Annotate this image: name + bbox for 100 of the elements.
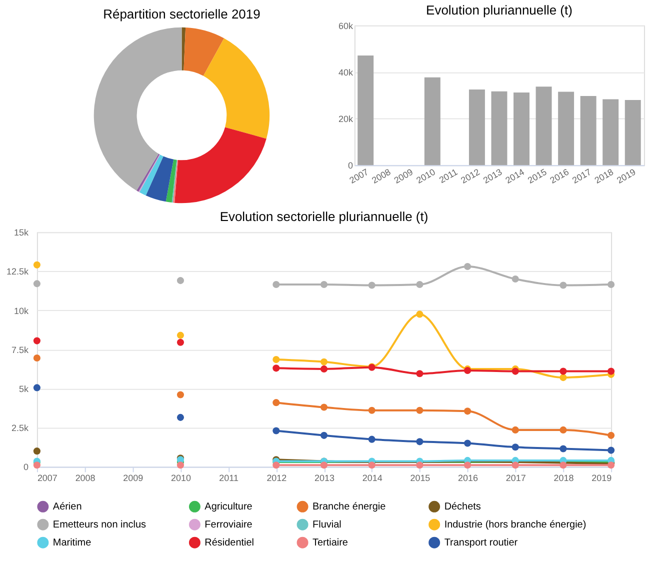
point	[272, 356, 280, 364]
point	[33, 354, 40, 362]
point	[512, 368, 519, 375]
donut-slice	[182, 27, 186, 70]
x-tick-label: 2016	[548, 166, 571, 186]
legend-label: Emetteurs non inclus	[52, 520, 146, 531]
y-tick-label: 40k	[338, 67, 354, 78]
y-tick-label: 5k	[18, 384, 29, 394]
bar	[491, 91, 508, 166]
x-tick-label: 2018	[554, 473, 574, 484]
x-tick-label: 2013	[481, 166, 504, 186]
legend-label: Transport routier	[444, 538, 518, 549]
legend-label: Maritime	[52, 538, 92, 549]
point	[272, 399, 280, 406]
point	[368, 462, 376, 469]
y-tick-label: 15k	[14, 228, 29, 238]
x-tick-label: 2011	[219, 473, 238, 484]
x-tick-label: 2011	[437, 166, 460, 186]
legend-label: Industrie (hors branche énergie)	[444, 520, 586, 531]
point	[416, 280, 424, 288]
point	[176, 338, 184, 346]
x-tick-label: 2008	[370, 166, 392, 186]
point	[608, 446, 615, 454]
bar	[424, 77, 440, 166]
legend-label: Ferroviaire	[204, 520, 253, 531]
bar	[536, 86, 552, 166]
point	[320, 404, 328, 411]
x-tick-label: 2014	[504, 166, 526, 186]
x-tick-label: 2018	[592, 166, 616, 186]
point	[320, 358, 328, 366]
bar	[624, 100, 641, 166]
x-tick-label: 2017	[570, 166, 593, 186]
legend-label: Déchets	[444, 502, 481, 513]
point	[33, 261, 40, 268]
point	[608, 432, 615, 439]
point	[560, 282, 567, 289]
x-tick-label: 2015	[410, 473, 430, 484]
y-tick-label: 12.5k	[6, 266, 29, 277]
point	[272, 280, 280, 288]
legend-label: Résidentiel	[204, 538, 254, 549]
point	[416, 438, 424, 446]
point	[512, 275, 519, 283]
point	[176, 277, 184, 284]
point	[33, 448, 40, 455]
chart-title: Evolution sectorielle pluriannuelle (t)	[220, 209, 428, 224]
x-tick-label: 2015	[526, 166, 548, 186]
chart-title: Répartition sectorielle 2019	[103, 6, 260, 22]
y-tick-label: 7.5k	[12, 344, 29, 355]
point	[320, 280, 328, 288]
point	[608, 280, 615, 288]
point	[416, 462, 424, 469]
point	[368, 282, 376, 289]
point	[320, 462, 328, 469]
point	[464, 262, 472, 270]
point	[560, 374, 567, 382]
x-tick-label: 2014	[362, 473, 382, 484]
bar	[358, 55, 374, 166]
point	[416, 310, 424, 318]
legend-label: Aérien	[52, 502, 82, 513]
point	[176, 332, 184, 339]
point	[512, 462, 519, 469]
donut-slice	[166, 159, 177, 203]
donut-slice	[146, 156, 174, 202]
y-tick-label: 20k	[338, 114, 354, 124]
point	[272, 427, 280, 434]
point	[272, 364, 280, 372]
point	[464, 408, 472, 415]
x-tick-label: 2013	[314, 473, 334, 484]
donut-slice	[184, 27, 224, 76]
legend-label: Branche énergie	[312, 502, 386, 513]
x-tick-label: 2010	[170, 473, 191, 484]
point	[464, 440, 472, 447]
point	[416, 370, 424, 378]
point	[33, 462, 40, 469]
y-tick-label: 10k	[14, 306, 29, 316]
point	[560, 462, 567, 469]
bar	[558, 92, 574, 166]
x-tick-label: 2016	[458, 473, 478, 484]
x-tick-label: 2019	[615, 166, 638, 186]
legend-label: Agriculture	[204, 502, 253, 513]
point	[368, 406, 376, 414]
legend-label: Tertiaire	[312, 538, 348, 549]
bar	[514, 92, 530, 166]
x-tick-label: 2008	[75, 473, 96, 484]
point	[320, 432, 328, 439]
x-tick-label: 2009	[392, 166, 415, 186]
point	[416, 406, 424, 414]
point	[176, 414, 184, 421]
point	[368, 436, 376, 443]
legend-label: Fluvial	[312, 520, 342, 531]
point	[512, 426, 519, 434]
bar	[602, 99, 619, 166]
y-tick-label: 0	[348, 160, 353, 171]
donut-slice	[94, 27, 182, 191]
x-tick-label: 2019	[592, 473, 612, 484]
point	[560, 445, 567, 452]
x-tick-label: 2007	[37, 473, 58, 484]
point	[33, 384, 40, 392]
point	[33, 337, 40, 344]
point	[272, 462, 280, 469]
